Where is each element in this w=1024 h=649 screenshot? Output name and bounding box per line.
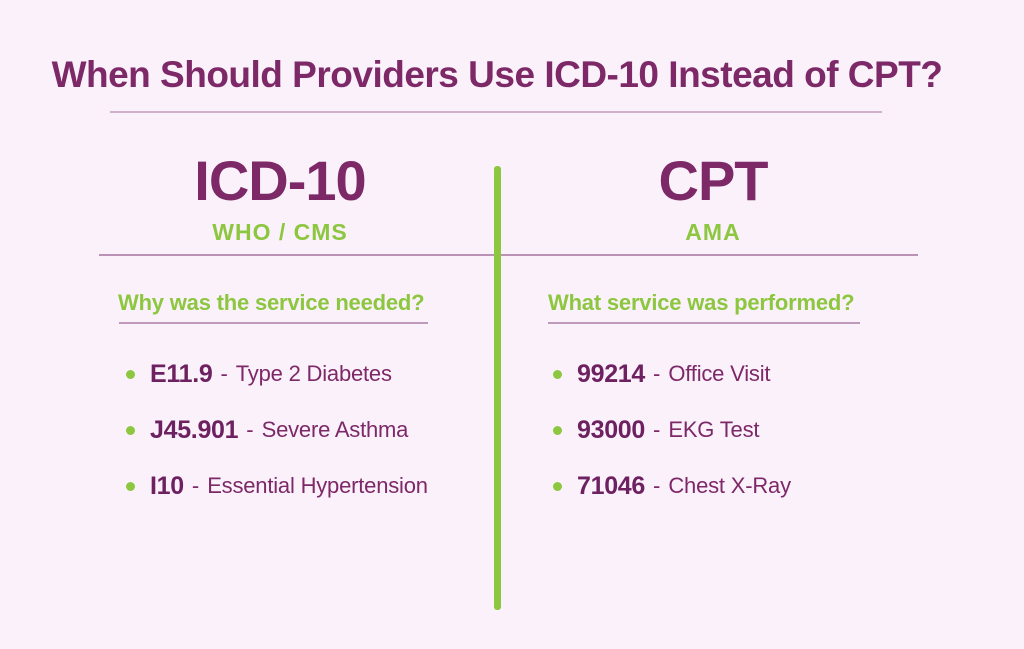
icd10-subheading: WHO / CMS xyxy=(212,219,348,245)
code-description: Severe Asthma xyxy=(261,417,409,442)
center-divider xyxy=(494,166,501,610)
list-item: 71046 - Chest X-Ray xyxy=(553,472,791,500)
cpt-heading: CPT xyxy=(658,149,769,212)
code-description: Type 2 Diabetes xyxy=(235,361,392,386)
icd10-code-list: E11.9 - Type 2 Diabetes J45.901 - Severe… xyxy=(126,360,428,528)
icd10-question: Why was the service needed? xyxy=(118,290,425,315)
icd10-code: E11.9 xyxy=(150,359,213,388)
icd10-heading: ICD-10 xyxy=(194,149,366,212)
cpt-question-underline xyxy=(548,322,860,324)
dash-separator: - xyxy=(246,417,254,442)
title-divider xyxy=(110,111,882,113)
bullet-icon xyxy=(126,425,135,435)
header-divider xyxy=(99,254,918,256)
icd10-header: ICD-10 WHO / CMS xyxy=(100,153,460,246)
cpt-header: CPT AMA xyxy=(540,153,886,246)
cpt-code: 93000 xyxy=(577,415,646,444)
icd10-question-underline xyxy=(119,322,428,324)
bullet-icon xyxy=(553,481,562,491)
icd10-code: I10 xyxy=(150,471,184,500)
bullet-icon xyxy=(126,369,135,379)
code-description: EKG Test xyxy=(668,417,760,442)
list-item: J45.901 - Severe Asthma xyxy=(126,416,428,444)
bullet-icon xyxy=(553,425,562,435)
dash-separator: - xyxy=(653,417,661,442)
dash-separator: - xyxy=(653,361,661,386)
dash-separator: - xyxy=(220,361,228,386)
bullet-icon xyxy=(553,369,562,379)
cpt-code-list: 99214 - Office Visit 93000 - EKG Test 71… xyxy=(553,360,791,528)
cpt-code: 71046 xyxy=(577,471,646,500)
code-description: Office Visit xyxy=(668,361,771,386)
cpt-subheading: AMA xyxy=(685,219,741,245)
cpt-code: 99214 xyxy=(577,359,646,388)
dash-separator: - xyxy=(191,473,200,498)
cpt-question: What service was performed? xyxy=(548,290,855,315)
icd10-code: J45.901 xyxy=(150,415,239,444)
code-description: Essential Hypertension xyxy=(207,473,428,498)
list-item: 99214 - Office Visit xyxy=(553,360,791,388)
list-item: E11.9 - Type 2 Diabetes xyxy=(126,360,428,388)
list-item: I10 - Essential Hypertension xyxy=(126,472,428,500)
page-title: When Should Providers Use ICD-10 Instead… xyxy=(51,54,943,95)
dash-separator: - xyxy=(653,473,661,498)
list-item: 93000 - EKG Test xyxy=(553,416,791,444)
bullet-icon xyxy=(126,481,135,491)
code-description: Chest X-Ray xyxy=(668,473,791,498)
